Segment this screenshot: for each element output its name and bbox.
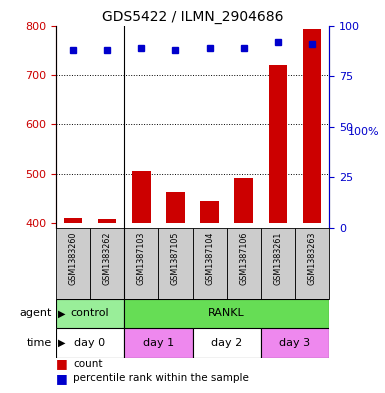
Text: ■: ■: [56, 357, 68, 370]
Bar: [268, 65, 287, 223]
Text: percentile rank within the sample: percentile rank within the sample: [73, 373, 249, 384]
Bar: [166, 193, 185, 223]
Text: GSM1387104: GSM1387104: [205, 231, 214, 285]
Bar: [158, 228, 192, 299]
Text: GSM1387106: GSM1387106: [239, 231, 248, 285]
Text: day 0: day 0: [74, 338, 105, 348]
Bar: [124, 299, 329, 328]
Bar: [64, 218, 82, 223]
Text: ▶: ▶: [58, 338, 65, 348]
Bar: [124, 228, 158, 299]
Text: time: time: [27, 338, 52, 348]
Bar: [98, 219, 117, 223]
Text: day 1: day 1: [143, 338, 174, 348]
Text: day 3: day 3: [280, 338, 311, 348]
Text: GDS5422 / ILMN_2904686: GDS5422 / ILMN_2904686: [102, 10, 283, 24]
Bar: [192, 228, 227, 299]
Bar: [200, 201, 219, 223]
Y-axis label: 100%: 100%: [348, 127, 380, 137]
Bar: [56, 328, 124, 358]
Text: day 2: day 2: [211, 338, 242, 348]
Bar: [261, 328, 329, 358]
Bar: [303, 29, 321, 223]
Bar: [295, 228, 329, 299]
Text: GSM1387103: GSM1387103: [137, 231, 146, 285]
Text: GSM1383261: GSM1383261: [273, 231, 283, 285]
Text: agent: agent: [20, 309, 52, 318]
Text: GSM1383262: GSM1383262: [102, 231, 112, 285]
Bar: [192, 328, 261, 358]
Bar: [261, 228, 295, 299]
Bar: [132, 171, 151, 223]
Text: GSM1387105: GSM1387105: [171, 231, 180, 285]
Bar: [227, 228, 261, 299]
Text: control: control: [71, 309, 109, 318]
Text: GSM1383260: GSM1383260: [69, 231, 77, 285]
Bar: [234, 178, 253, 223]
Text: count: count: [73, 358, 103, 369]
Text: GSM1383263: GSM1383263: [308, 231, 316, 285]
Text: ■: ■: [56, 372, 68, 385]
Text: ▶: ▶: [58, 309, 65, 318]
Bar: [56, 299, 124, 328]
Text: RANKL: RANKL: [208, 309, 245, 318]
Bar: [124, 328, 192, 358]
Bar: [56, 228, 90, 299]
Bar: [90, 228, 124, 299]
